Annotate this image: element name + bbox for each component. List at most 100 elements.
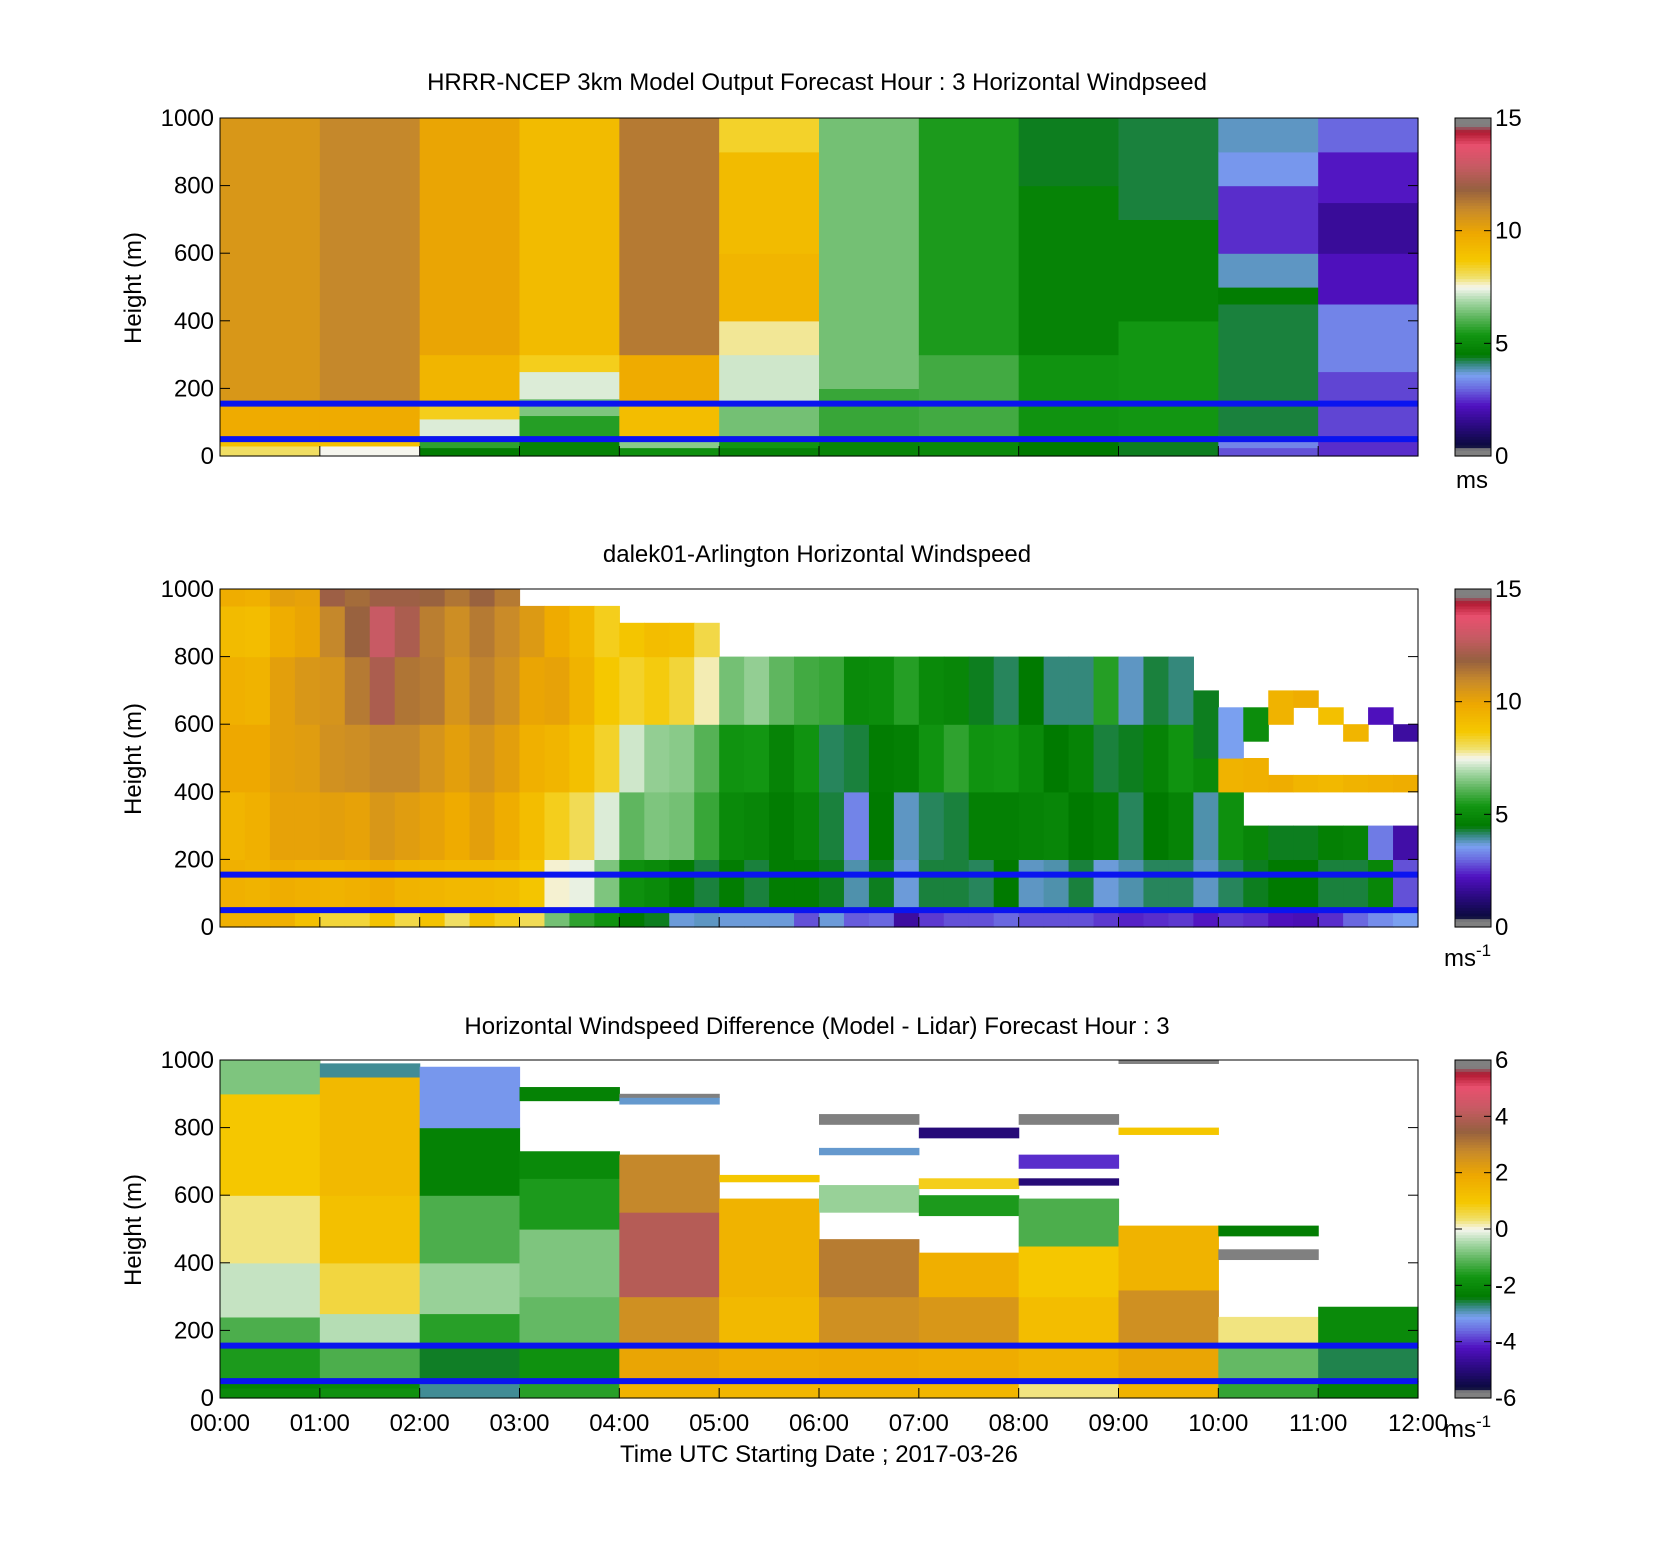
panel-difference-cell xyxy=(1318,1306,1419,1348)
panel-lidar-cell xyxy=(344,910,371,928)
panel-lidar-cell xyxy=(1018,859,1045,911)
panel-lidar-cell xyxy=(694,724,720,793)
panel-model-cell xyxy=(1018,185,1120,356)
panel-lidar-cell xyxy=(419,589,446,607)
panel-difference-cell xyxy=(619,1154,720,1213)
panel-difference-colorbar-segment xyxy=(1455,1217,1491,1222)
panel-difference-cell xyxy=(619,1212,720,1298)
panel-difference-xtick-label: 08:00 xyxy=(989,1410,1049,1437)
panel-model-colorbar-segment xyxy=(1455,171,1491,175)
panel-difference-ytick-label: 0 xyxy=(201,1385,214,1412)
panel-lidar-cell xyxy=(968,791,995,860)
panel-difference-colorbar-segment xyxy=(1455,1065,1491,1070)
panel-lidar-cell xyxy=(1318,707,1344,725)
panel-lidar-cell xyxy=(918,910,945,928)
panel-lidar-cell xyxy=(244,724,271,793)
panel-lidar-colorbar-segment xyxy=(1455,766,1491,770)
panel-difference-cell xyxy=(419,1262,521,1315)
panel-lidar-cell xyxy=(220,605,246,658)
panel-model-cell xyxy=(719,118,820,153)
panel-difference-colorbar-segment xyxy=(1455,1352,1491,1357)
panel-model-cell xyxy=(1218,185,1319,254)
panel-lidar-cell xyxy=(1218,758,1244,793)
panel-lidar-cell xyxy=(819,859,845,911)
panel-difference-cell xyxy=(419,1381,521,1399)
panel-model-colorbar-segment xyxy=(1455,323,1491,328)
panel-difference-colorbar-segment xyxy=(1455,1133,1491,1137)
panel-lidar-colorbar-segment xyxy=(1455,800,1491,804)
panel-lidar-colorbar-segment xyxy=(1455,791,1491,796)
panel-model-cell xyxy=(619,401,720,437)
panel-lidar-cell xyxy=(1093,724,1120,793)
panel-lidar-colorbar-segment xyxy=(1455,884,1491,889)
panel-lidar-cell xyxy=(893,859,920,911)
panel-lidar-cell xyxy=(1168,724,1194,793)
panel-model-colorbar-segment xyxy=(1455,377,1491,381)
panel-model-colorbar: 0 5 10 15 xyxy=(1454,105,1522,470)
panel-difference-cell xyxy=(319,1195,421,1264)
panel-difference-colorbar-segment xyxy=(1455,1321,1491,1326)
panel-difference-colorbar-segment xyxy=(1455,1237,1491,1241)
panel-difference-xtick-label: 04:00 xyxy=(589,1410,649,1437)
panel-model-colorbar-segment xyxy=(1455,303,1491,308)
panel-difference-colorbar-segment xyxy=(1455,1136,1491,1140)
panel-lidar-colorbar-tick-label: 0 xyxy=(1495,914,1508,941)
panel-lidar-cell xyxy=(369,724,396,793)
panel-model-colorbar-segment xyxy=(1455,425,1491,429)
panel-lidar-colorbar-segment xyxy=(1455,634,1491,638)
panel-lidar-cell xyxy=(1118,724,1145,793)
panel-lidar-colorbar: 0 5 10 15 xyxy=(1454,576,1522,941)
panel-lidar-colorbar-segment xyxy=(1455,836,1491,841)
panel-lidar-colorbar-segment xyxy=(1455,662,1491,666)
panel-lidar-cell xyxy=(619,859,645,911)
panel-lidar-cell xyxy=(469,910,496,928)
panel-lidar-colorbar-segment xyxy=(1455,605,1491,610)
panel-model-colorbar-tick-label: 10 xyxy=(1495,218,1522,245)
panel-model-colorbar-segment xyxy=(1455,295,1491,299)
panel-difference-cell xyxy=(819,1381,920,1399)
panel-model-colorbar-segment xyxy=(1455,199,1491,204)
panel-difference-yaxis: 0 200 400 600 800 1000 xyxy=(161,1047,1418,1412)
panel-lidar-cell xyxy=(644,859,670,911)
panel-difference-cell xyxy=(1218,1381,1319,1399)
panel-model-colorbar-segment xyxy=(1455,194,1491,198)
panel-lidar-cell xyxy=(1293,774,1319,793)
panel-model-colorbar-segment xyxy=(1455,157,1491,161)
panel-model-cell xyxy=(1018,354,1120,437)
panel-model-colorbar-segment xyxy=(1455,225,1491,229)
panel-difference-cell xyxy=(519,1087,620,1102)
panel-difference-colorbar-segment xyxy=(1455,1383,1491,1388)
panel-lidar-cell xyxy=(719,656,745,725)
panel-lidar-cell xyxy=(319,910,346,928)
panel-model-cell xyxy=(1218,253,1319,288)
panel-lidar-colorbar-segment xyxy=(1455,718,1491,722)
panel-model-colorbar-segment xyxy=(1455,179,1491,184)
panel-lidar-cell xyxy=(269,791,296,860)
panel-lidar-colorbar-segment xyxy=(1455,834,1491,838)
panel-model-colorbar-segment xyxy=(1455,247,1491,251)
panel-difference-cell xyxy=(819,1185,920,1213)
panel-lidar-cell xyxy=(1243,859,1269,911)
panel-lidar-cell xyxy=(1218,910,1244,928)
panel-lidar-colorbar-segment xyxy=(1455,845,1491,849)
panel-lidar-cell xyxy=(244,656,271,725)
panel-model-colorbar-segment xyxy=(1455,346,1491,350)
panel-difference-colorbar-segment xyxy=(1455,1110,1491,1115)
panel-model-xaxis xyxy=(219,446,1419,456)
panel-difference-colorbar-segment xyxy=(1455,1259,1491,1264)
panel-lidar-cell xyxy=(719,910,745,928)
panel-difference-colorbar-segment xyxy=(1455,1158,1491,1162)
panel-difference-colorbar-segment xyxy=(1455,1181,1491,1185)
panel-lidar-cell xyxy=(1093,656,1120,725)
panel-lidar-cell xyxy=(993,910,1020,928)
panel-model-colorbar-segment xyxy=(1455,365,1491,370)
panel-lidar-colorbar-segment xyxy=(1455,701,1491,706)
panel-lidar-cell xyxy=(1243,910,1269,928)
panel-difference-colorbar-segment xyxy=(1455,1079,1491,1084)
panel-difference-colorbar-unit-exp: -1 xyxy=(1476,1412,1491,1431)
panel-lidar-cell xyxy=(594,859,620,911)
panel-lidar-cell xyxy=(993,724,1020,793)
panel-difference-cell xyxy=(220,1347,321,1379)
panel-lidar-cell xyxy=(419,791,446,860)
panel-difference-colorbar-segment xyxy=(1455,1116,1491,1120)
